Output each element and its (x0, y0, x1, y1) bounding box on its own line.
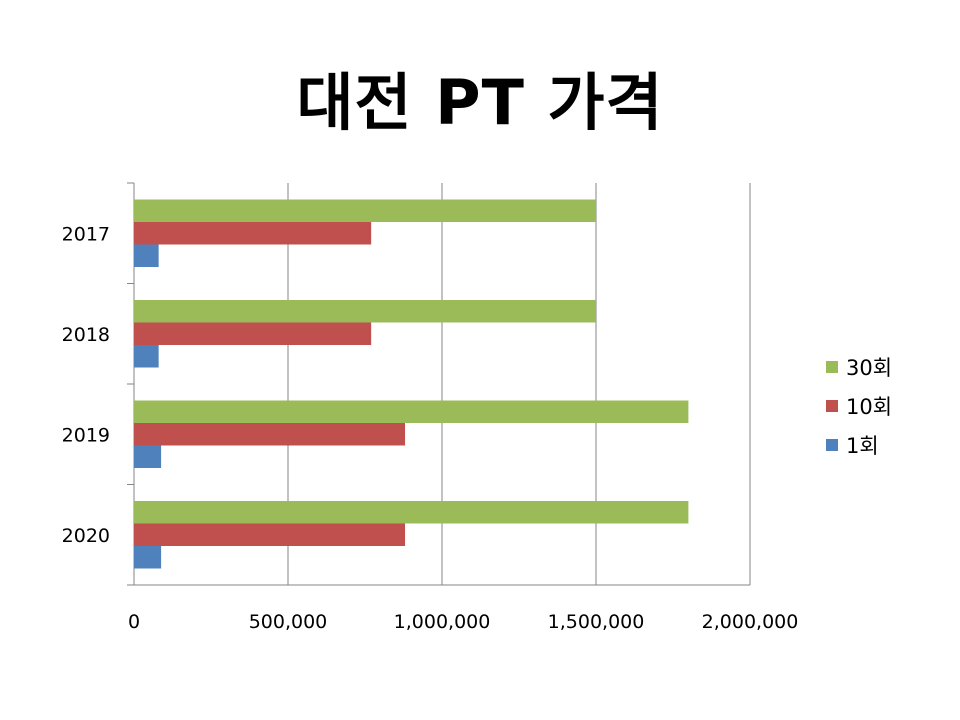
bar (134, 322, 372, 345)
y-category-label: 2018 (62, 324, 110, 346)
bars (134, 199, 689, 569)
bar (134, 345, 159, 368)
bar (134, 445, 162, 468)
legend-swatch (826, 400, 838, 412)
bar (134, 244, 159, 267)
legend-swatch (826, 361, 838, 373)
legend: 30회 10회 1회 (826, 356, 892, 458)
bar (134, 400, 689, 423)
bar (134, 523, 406, 546)
x-tick-label: 0 (128, 611, 140, 633)
bar (134, 546, 162, 569)
chart-title: 대전 PT 가격 (296, 66, 664, 139)
bar (134, 199, 596, 222)
x-tick-label: 500,000 (249, 611, 328, 633)
legend-label: 30회 (846, 356, 892, 380)
x-tick-label: 1,500,000 (548, 611, 645, 633)
x-tick-labels: 0 500,000 1,000,000 1,500,000 2,000,000 (128, 611, 798, 633)
bar (134, 222, 372, 245)
x-tick-label: 2,000,000 (702, 611, 799, 633)
legend-label: 1회 (846, 434, 879, 458)
bar (134, 501, 689, 524)
legend-label: 10회 (846, 395, 892, 419)
y-category-label: 2017 (62, 223, 110, 245)
y-category-label: 2019 (62, 424, 110, 446)
bar (134, 423, 406, 446)
x-tick-label: 1,000,000 (394, 611, 491, 633)
y-category-label: 2020 (62, 525, 110, 547)
y-category-labels: 2017 2018 2019 2020 (62, 223, 110, 547)
legend-swatch (826, 439, 838, 451)
bar (134, 300, 596, 323)
